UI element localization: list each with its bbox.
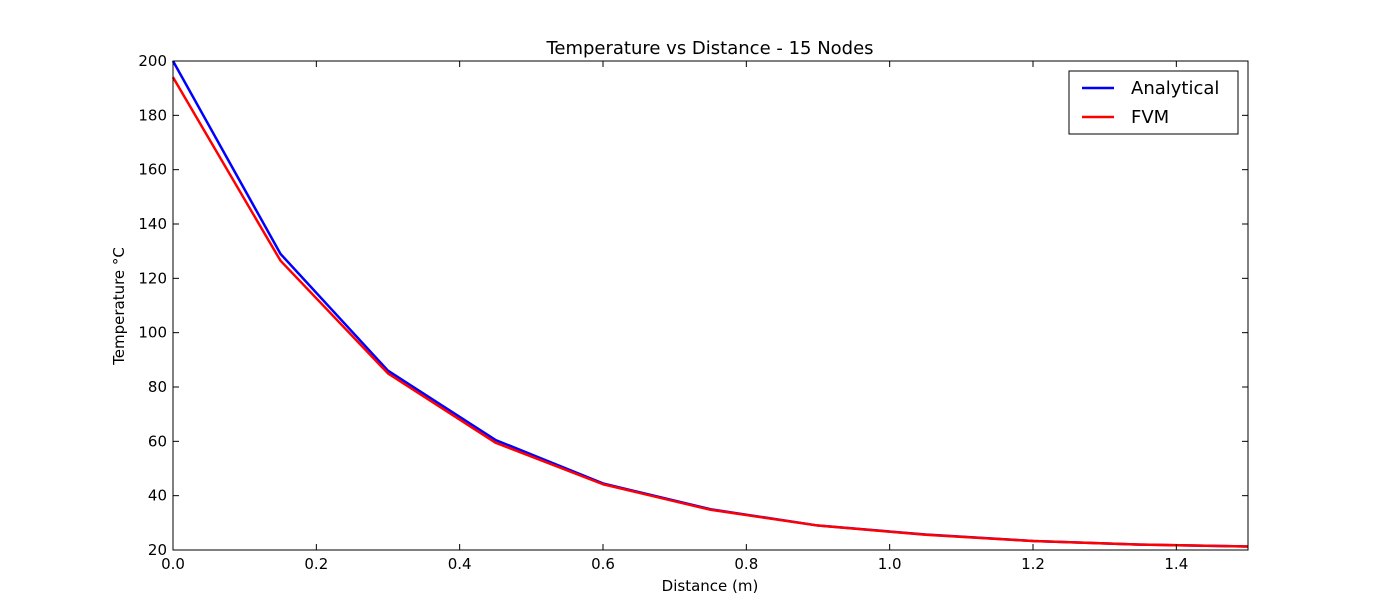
x-tick-label: 0.8 <box>734 555 758 573</box>
y-tick-label: 20 <box>148 541 167 559</box>
legend-label: FVM <box>1131 107 1169 128</box>
x-tick-label: 0.2 <box>304 555 328 573</box>
legend-box <box>1068 70 1239 135</box>
y-axis-label: Temperature °C <box>110 247 128 366</box>
x-tick-label: 1.4 <box>1164 555 1188 573</box>
y-tick-label: 140 <box>138 215 167 233</box>
y-tick-label: 120 <box>138 269 167 287</box>
x-tick-label: 0.6 <box>591 555 615 573</box>
legend-label: Analytical <box>1131 78 1219 99</box>
y-tick-label: 180 <box>138 106 167 124</box>
legend: Analytical FVM <box>1068 70 1239 135</box>
x-axis-label: Distance (m) <box>662 577 759 595</box>
axes-frame <box>172 60 1249 551</box>
x-tick-label: 1.0 <box>878 555 902 573</box>
series-line-fvm <box>171 76 1249 548</box>
y-tick-label: 100 <box>138 324 167 342</box>
plot-area: 0.0 0.2 0.4 0.6 0.8 1.0 1.2 1.4 20 40 60 80 100 120 14… <box>138 52 1249 573</box>
x-tick-label: 0.4 <box>448 555 472 573</box>
x-tick-label: 1.2 <box>1021 555 1045 573</box>
y-tick-label: 80 <box>148 378 167 396</box>
y-tick-label: 40 <box>148 487 167 505</box>
y-tick-label: 200 <box>138 52 167 70</box>
y-tick-label: 160 <box>138 161 167 179</box>
y-tick-label: 60 <box>148 432 167 450</box>
x-tick-label: 0.0 <box>161 555 185 573</box>
chart-title: Temperature vs Distance - 15 Nodes <box>545 38 873 59</box>
